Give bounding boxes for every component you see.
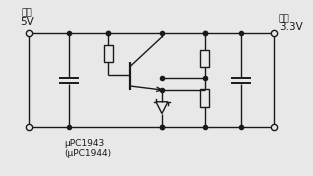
Text: μPC1943: μPC1943 (64, 139, 104, 148)
Bar (200, 89, 209, 107)
Text: 输出: 输出 (279, 14, 290, 23)
Text: 输入: 输入 (22, 8, 33, 17)
Text: (μPC1944): (μPC1944) (64, 149, 111, 158)
Text: 3.3V: 3.3V (279, 22, 303, 32)
Bar (104, 45, 113, 62)
Bar (200, 50, 209, 67)
Text: 5V: 5V (20, 17, 34, 27)
